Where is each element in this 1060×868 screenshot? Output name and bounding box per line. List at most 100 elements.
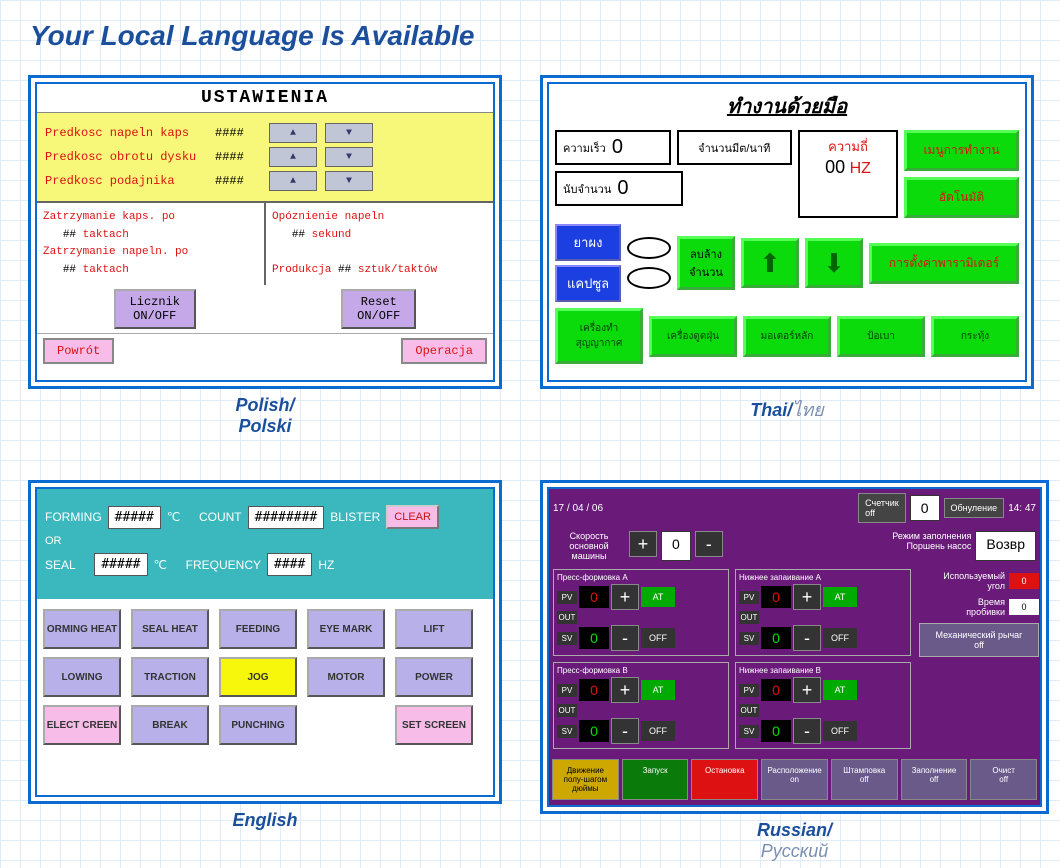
pl-right-val1: ##	[292, 229, 305, 241]
th-freq-box: ความถี่ 00 HZ	[798, 130, 898, 218]
pl-row1-val: ####	[215, 126, 265, 140]
minus-button[interactable]: -	[611, 625, 639, 651]
at-button[interactable]: AT	[823, 680, 857, 700]
lowing-button[interactable]: LOWING	[43, 657, 121, 697]
at-button[interactable]: AT	[823, 587, 857, 607]
polish-title: USTAWIENIA	[37, 84, 493, 113]
ru-angle-label: Используемый угол	[919, 571, 1009, 591]
counter-value: 0	[910, 495, 940, 521]
eye-mark-button[interactable]: EYE MARK	[307, 609, 385, 649]
th-speed-label: ความเร็ว	[563, 139, 606, 157]
down-button[interactable]: ▼	[325, 147, 373, 167]
th-count-label: จำนวนมีต/นาที	[698, 139, 770, 157]
traction-button[interactable]: TRACTION	[131, 657, 209, 697]
ru-bottom-button[interactable]: Расположение on	[761, 759, 828, 800]
pl-row3-val: ####	[215, 174, 265, 188]
ru-bottom-button[interactable]: Заполнение off	[901, 759, 968, 800]
polish-caption: Polish/Polski	[28, 395, 502, 437]
seal-heat-button[interactable]: SEAL HEAT	[131, 609, 209, 649]
up-button[interactable]: ▲	[269, 171, 317, 191]
en-hz-label: HZ	[318, 558, 334, 572]
minus-button[interactable]: -	[695, 531, 723, 557]
return-button[interactable]: Возвр	[975, 531, 1036, 561]
ru-bottom-button[interactable]: Движение полу-шагом дюймы	[552, 759, 619, 800]
th-bottom-btn[interactable]: เครื่องดูดฝุ่น	[649, 316, 737, 357]
minus-button[interactable]: -	[793, 625, 821, 651]
ru-bottom-button[interactable]: Очист off	[970, 759, 1037, 800]
punching-button[interactable]: PUNCHING	[219, 705, 297, 745]
minus-button[interactable]: -	[611, 718, 639, 744]
th-capsule-button[interactable]: แคปซูล	[555, 265, 621, 302]
indicator-icon	[627, 237, 671, 259]
pl-left-val1: ##	[63, 229, 76, 241]
up-button[interactable]: ▲	[269, 147, 317, 167]
pl-row3-label: Predkosc podajnika	[45, 174, 215, 188]
set-screen-button[interactable]: SET SCREEN	[395, 705, 473, 745]
down-button[interactable]: ▼	[325, 123, 373, 143]
th-bottom-btn[interactable]: มอเตอร์หลัก	[743, 316, 831, 357]
at-button[interactable]: AT	[641, 680, 675, 700]
ru-bottom-button[interactable]: Запуск	[622, 759, 689, 800]
lift-button[interactable]: LIFT	[395, 609, 473, 649]
off-button[interactable]: OFF	[641, 721, 675, 741]
counter-button[interactable]: Счетчик off	[858, 493, 906, 523]
orming-heat-button[interactable]: ORMING HEAT	[43, 609, 121, 649]
pl-right-val2: ##	[338, 264, 351, 276]
plus-button[interactable]: +	[629, 531, 657, 557]
th-delete-button[interactable]: ลบล้าง จำนวน	[677, 236, 735, 290]
en-forming-val: #####	[108, 506, 161, 529]
pl-row1-label: Predkosc napeln kaps	[45, 126, 215, 140]
en-seal-label: SEAL	[45, 558, 76, 572]
power-button[interactable]: POWER	[395, 657, 473, 697]
plus-button[interactable]: +	[611, 584, 639, 610]
powrot-button[interactable]: Powrót	[43, 338, 114, 364]
en-freq-val: ####	[267, 553, 312, 576]
pl-left-unit2: taktach	[83, 264, 129, 276]
at-button[interactable]: AT	[641, 587, 675, 607]
thai-panel: ทำงานด้วยมือ ความเร็ว 0 จำนวนมีต/นาที นั…	[540, 75, 1034, 424]
ru-subpanel: Пресс-формовка В PV0+AT OUT SV0-OFF	[553, 662, 729, 749]
clear-button[interactable]: CLEAR	[386, 505, 439, 529]
th-menu-button[interactable]: เมนูการทำงาน	[904, 130, 1019, 171]
down-arrow-button[interactable]: ⬇	[805, 238, 863, 288]
th-param-button[interactable]: การตั้งค่าพารามิเตอร์	[869, 243, 1019, 284]
english-panel: FORMING ##### ℃ COUNT ######## BLISTER C…	[28, 480, 502, 831]
th-auto-button[interactable]: อัตโนมัติ	[904, 177, 1019, 218]
break-button[interactable]: BREAK	[131, 705, 209, 745]
page-title: Your Local Language Is Available	[30, 20, 475, 52]
down-button[interactable]: ▼	[325, 171, 373, 191]
ru-piston-label: Поршень насос	[892, 541, 971, 551]
pl-left-line2: Zatrzymanie napeln. po	[43, 246, 188, 258]
reset-button[interactable]: Reset ON/OFF	[341, 289, 416, 329]
th-bottom-btn[interactable]: ป้อเบา	[837, 316, 925, 357]
plus-button[interactable]: +	[793, 677, 821, 703]
mech-button[interactable]: Механический рычаг off	[919, 623, 1039, 657]
reset-button[interactable]: Обнуление	[944, 498, 1005, 518]
plus-button[interactable]: +	[793, 584, 821, 610]
off-button[interactable]: OFF	[823, 628, 857, 648]
operacja-button[interactable]: Operacja	[401, 338, 487, 364]
plus-button[interactable]: +	[611, 677, 639, 703]
up-button[interactable]: ▲	[269, 123, 317, 143]
ru-date: 17 / 04 / 06	[553, 503, 603, 514]
motor-button[interactable]: MOTOR	[307, 657, 385, 697]
ru-bottom-button[interactable]: Остановка	[691, 759, 758, 800]
off-button[interactable]: OFF	[641, 628, 675, 648]
th-bottom-btn[interactable]: เครื่องทำสุญญากาศ	[555, 308, 643, 364]
ru-subpanel: Нижнее запаивание А PV0+AT OUT SV0-OFF	[735, 569, 911, 656]
jog-button[interactable]: JOG	[219, 657, 297, 697]
indicator-icon	[627, 267, 671, 289]
en-freq-label: FREQUENCY	[186, 558, 261, 572]
th-bottom-btn[interactable]: กระทุ้ง	[931, 316, 1019, 357]
licznik-button[interactable]: Licznik ON/OFF	[114, 289, 196, 329]
ru-subpanel: Нижнее запаивание В PV0+AT OUT SV0-OFF	[735, 662, 911, 749]
th-powder-button[interactable]: ยาผง	[555, 224, 621, 261]
en-blister-label: BLISTER	[330, 510, 380, 524]
ru-bottom-button[interactable]: Штамповка off	[831, 759, 898, 800]
minus-button[interactable]: -	[793, 718, 821, 744]
en-forming-label: FORMING	[45, 510, 102, 524]
off-button[interactable]: OFF	[823, 721, 857, 741]
elect-creen-button[interactable]: ELECT CREEN	[43, 705, 121, 745]
feeding-button[interactable]: FEEDING	[219, 609, 297, 649]
up-arrow-button[interactable]: ⬆	[741, 238, 799, 288]
